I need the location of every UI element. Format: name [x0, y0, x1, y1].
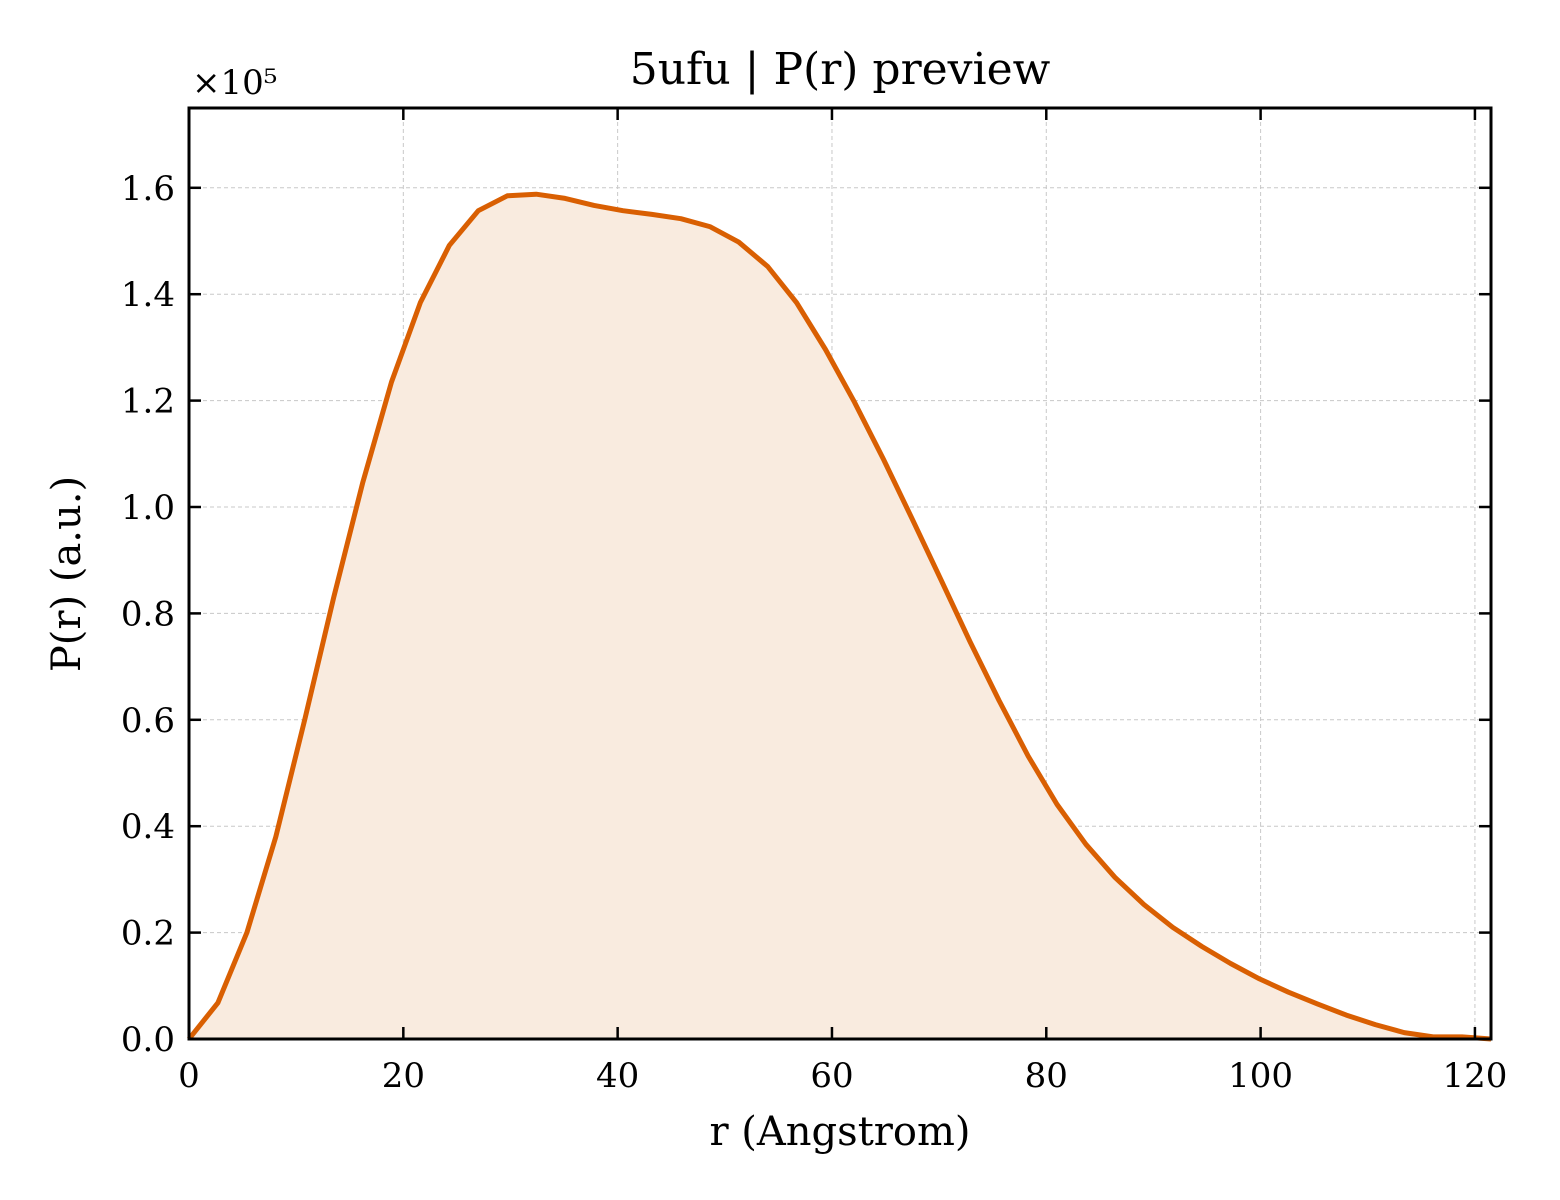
plot-frame: [187, 106, 1493, 1041]
series-line: [187, 191, 1492, 1042]
y-tick-label: 1.0: [121, 488, 175, 528]
y-tick-label: 0.8: [121, 594, 175, 634]
y-tick-label: 1.6: [121, 169, 175, 209]
tick-labels: 0 20 40 60 80 100 120 0.0 0.2 0.4 0.6 0.8 1.0 1.2 1.4 1…: [121, 169, 1507, 1096]
y-tick-label: 1.4: [121, 275, 175, 315]
y-tick-label: 0.2: [121, 914, 175, 954]
x-tick-label: 80: [1025, 1056, 1068, 1096]
y-axis-label: P(r) (a.u.): [44, 476, 90, 672]
x-tick-label: 40: [596, 1056, 639, 1096]
chart-title: 5ufu | P(r) preview: [630, 44, 1051, 95]
x-tick-label: 20: [382, 1056, 425, 1096]
y-multiplier-label: ×10⁵: [192, 63, 277, 103]
y-tick-label: 0.0: [121, 1020, 175, 1060]
y-tick-label: 0.6: [121, 701, 175, 741]
x-tick-label: 100: [1228, 1056, 1293, 1096]
x-tick-label: 120: [1442, 1056, 1507, 1096]
x-axis-label: r (Angstrom): [709, 1109, 970, 1155]
x-tick-label: 60: [810, 1056, 853, 1096]
area-fill: [189, 194, 1491, 1039]
y-tick-label: 0.4: [121, 807, 175, 847]
y-tick-label: 1.2: [121, 382, 175, 422]
x-tick-label: 0: [178, 1056, 200, 1096]
